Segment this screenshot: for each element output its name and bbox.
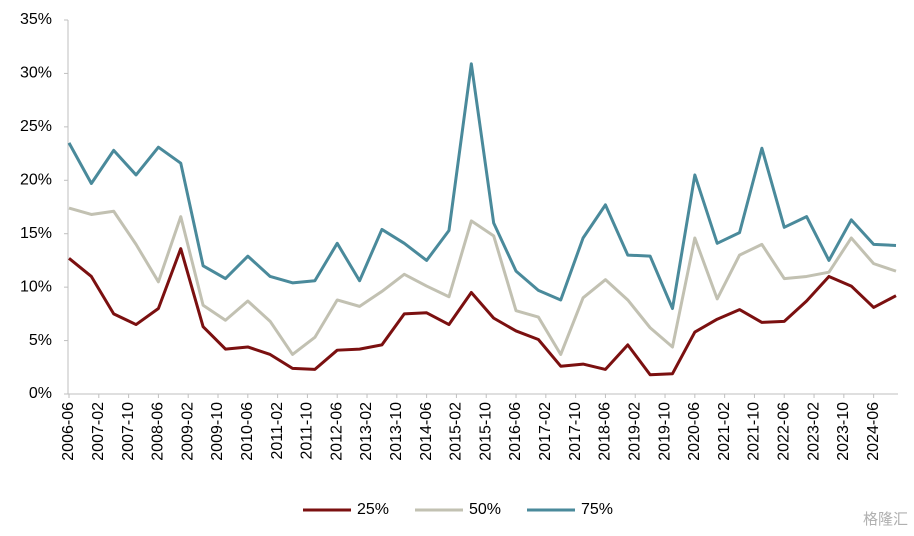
- x-tick-label: 2021-10: [746, 402, 763, 461]
- y-tick-label: 15%: [20, 225, 52, 242]
- x-tick-label: 2016-06: [507, 402, 524, 461]
- x-tick-label: 2017-10: [567, 402, 584, 461]
- watermark: 格隆汇: [863, 511, 908, 528]
- x-tick-label: 2020-06: [686, 402, 703, 461]
- x-tick-label: 2013-10: [388, 402, 405, 461]
- legend-label: 50%: [469, 501, 501, 518]
- y-tick-label: 20%: [20, 172, 52, 189]
- x-tick-label: 2012-06: [328, 402, 345, 461]
- x-tick-label: 2017-02: [537, 402, 554, 461]
- x-tick-label: 2010-06: [239, 402, 256, 461]
- x-tick-label: 2013-02: [358, 402, 375, 461]
- x-tick-label: 2019-02: [626, 402, 643, 461]
- series-line: [68, 247, 897, 377]
- x-tick-label: 2023-10: [835, 402, 852, 461]
- x-tick-label: 2007-10: [120, 402, 137, 461]
- x-tick-label: 2009-10: [209, 402, 226, 461]
- x-tick-label: 2023-02: [805, 402, 822, 461]
- y-tick-label: 5%: [29, 332, 52, 349]
- x-tick-label: 2024-06: [865, 402, 882, 461]
- legend-label: 75%: [581, 501, 613, 518]
- x-tick-label: 2007-02: [90, 402, 107, 461]
- y-tick-label: 30%: [20, 65, 52, 82]
- x-tick-label: 2011-10: [299, 402, 316, 460]
- y-tick-label: 0%: [29, 385, 52, 402]
- x-tick-label: 2018-06: [597, 402, 614, 461]
- x-tick-label: 2015-10: [477, 402, 494, 461]
- series-line: [67, 62, 897, 311]
- legend-label: 25%: [357, 501, 389, 518]
- series-line: [68, 206, 897, 356]
- x-tick-label: 2019-10: [656, 402, 673, 461]
- x-tick-label: 2015-02: [448, 402, 465, 461]
- x-tick-label: 2009-02: [179, 402, 196, 461]
- x-tick-label: 2006-06: [60, 402, 77, 461]
- x-tick-label: 2021-02: [716, 402, 733, 461]
- x-tick-label: 2011-02: [269, 402, 286, 460]
- x-tick-label: 2014-06: [418, 402, 435, 461]
- x-tick-label: 2008-06: [150, 402, 167, 461]
- y-tick-label: 25%: [20, 118, 52, 135]
- y-tick-label: 10%: [20, 278, 52, 295]
- y-tick-label: 35%: [20, 11, 52, 28]
- x-tick-label: 2022-06: [775, 402, 792, 461]
